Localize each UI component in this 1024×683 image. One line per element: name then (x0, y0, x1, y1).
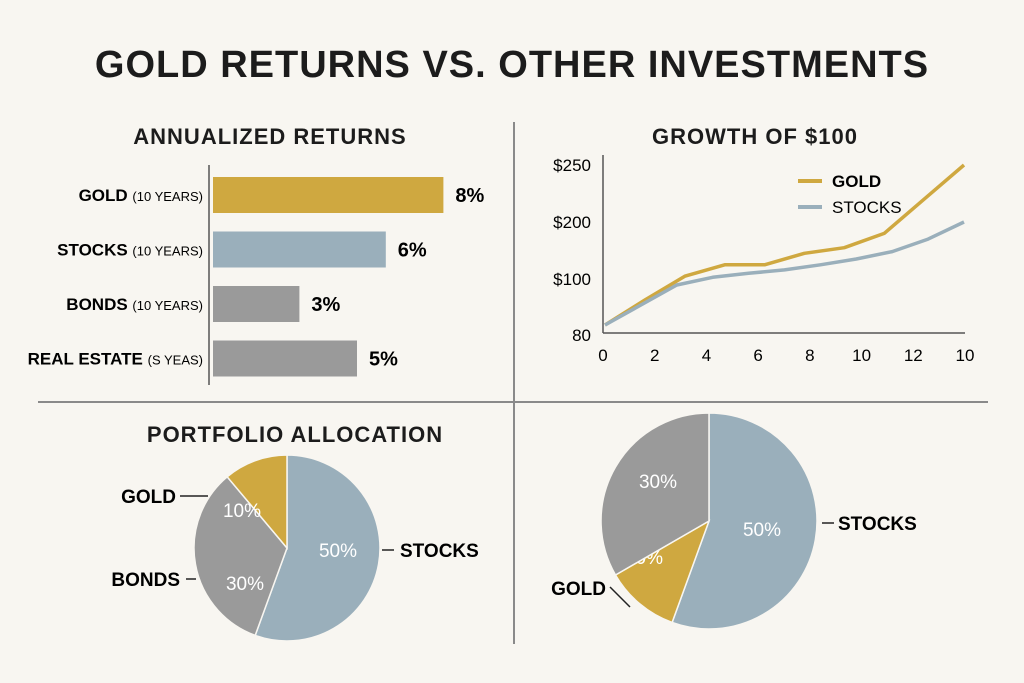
pie-percent-label: 10% (223, 501, 261, 522)
pie-chart-title: PORTFOLIO ALLOCATION (146, 422, 444, 447)
bar-stocks (213, 231, 386, 268)
y-tick-label: 80 (572, 326, 591, 345)
bar-category-label: REAL ESTATE (S YEAS) (28, 350, 203, 369)
pie-slice-other (600, 412, 710, 577)
pie-percent-label: 50% (319, 541, 357, 562)
pie-slice-gold (614, 519, 711, 624)
pie-slice-stocks (671, 412, 818, 630)
bar-real-estate (213, 340, 357, 377)
bar-value-label: 5% (369, 349, 398, 371)
series-stocks (604, 220, 965, 327)
horizontal-divider (38, 401, 988, 403)
annualized-returns-chart: GOLD (10 YEARS) 8% STOCKS (10 YEARS) 6% BOND… (28, 165, 485, 385)
x-tick-label: 8 (805, 346, 814, 365)
callout-line (609, 586, 631, 608)
pie-percent-label: 50% (743, 520, 781, 541)
x-tick-label: 10 (852, 346, 871, 365)
series-gold (604, 163, 966, 327)
callout-label: STOCKS (400, 541, 479, 562)
page-title: GOLD RETURNS VS. OTHER INVESTMENTS (94, 44, 930, 86)
y-tick-label: $250 (553, 156, 591, 175)
callout-label: STOCKS (838, 514, 917, 535)
legend-label: STOCKS (832, 198, 902, 217)
x-tick-label: 0 (598, 346, 607, 365)
x-tick-label: 6 (753, 346, 762, 365)
x-tick-label: 2 (650, 346, 659, 365)
bar-value-label: 3% (311, 294, 340, 316)
bar-bonds (213, 286, 300, 322)
pie-percent-label: 30% (226, 574, 264, 595)
callout-label: GOLD (121, 487, 176, 508)
bar-value-label: 6% (398, 240, 427, 262)
bar-category-label: STOCKS (10 YEARS) (57, 241, 203, 260)
y-tick-label: $100 (553, 270, 591, 289)
bar-gold (213, 177, 444, 213)
vertical-divider (513, 122, 515, 644)
pie-slice-stocks (254, 454, 381, 642)
portfolio-allocation-pie: 50% 30% 10% STOCKS BONDS GOLD (111, 454, 479, 642)
x-tick-label: 12 (904, 346, 923, 365)
legend-label: GOLD (832, 172, 881, 191)
bar-chart-title: ANNUALIZED RETURNS (133, 124, 407, 149)
bar-value-label: 8% (455, 185, 484, 207)
callout-label: GOLD (551, 579, 606, 600)
growth-chart: $250 $200 $100 80 0 2 4 6 8 10 12 10 GOLD STOCKS (553, 155, 975, 365)
callout-label: BONDS (111, 570, 180, 591)
pie-percent-label: 30% (639, 472, 677, 493)
bar-category-label: GOLD (10 YEARS) (79, 186, 203, 205)
pie-slice-gold (226, 454, 288, 551)
pie-slice-bonds (193, 475, 288, 637)
x-tick-label: 10 (956, 346, 975, 365)
x-tick-label: 4 (702, 346, 711, 365)
bar-category-label: BONDS (10 YEARS) (66, 295, 203, 314)
line-chart-title: GROWTH OF $100 (652, 124, 858, 149)
y-tick-label: $200 (553, 213, 591, 232)
